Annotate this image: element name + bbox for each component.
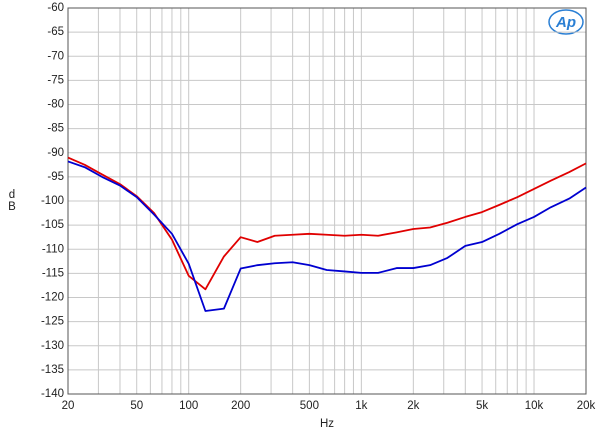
y-tick-label: -125 xyxy=(41,316,64,328)
x-tick-label: 5k xyxy=(476,400,488,412)
y-tick-label: -115 xyxy=(42,267,64,279)
logo-ring xyxy=(548,9,584,35)
x-tick-label: 1k xyxy=(355,400,367,412)
y-tick-label: -110 xyxy=(42,243,64,255)
y-tick-label: -105 xyxy=(41,219,64,231)
y-tick-label: -85 xyxy=(47,123,64,135)
data-line xyxy=(67,160,587,312)
y-tick-label: -60 xyxy=(47,2,64,14)
x-tick-label: 20 xyxy=(62,400,75,412)
y-tick-label: -100 xyxy=(41,195,64,207)
y-tick-label: -75 xyxy=(47,74,64,86)
x-tick-label: 100 xyxy=(179,400,198,412)
data-line xyxy=(67,156,587,291)
y-tick-label: -90 xyxy=(47,147,64,159)
logo: Ap xyxy=(555,14,576,31)
y-tick-label: -95 xyxy=(47,171,64,183)
y-tick-label: -135 xyxy=(41,364,64,376)
plot-frame xyxy=(67,7,587,395)
x-tick-label: 500 xyxy=(300,400,319,412)
x-tick-label: 20k xyxy=(577,400,596,412)
x-tick-label: 2k xyxy=(407,400,419,412)
y-tick-label: -130 xyxy=(41,340,64,352)
x-tick-label: 50 xyxy=(130,400,143,412)
y-tick-label: -80 xyxy=(47,99,64,111)
x-tick-label: 10k xyxy=(525,400,544,412)
x-tick-label: 200 xyxy=(231,400,250,412)
y-tick-label: -120 xyxy=(41,292,64,304)
y-tick-label: -140 xyxy=(41,388,64,400)
y-tick-label: -70 xyxy=(47,50,64,62)
y-axis-label: dB xyxy=(6,189,18,213)
x-axis-label: Hz xyxy=(320,418,334,430)
y-tick-label: -65 xyxy=(47,26,64,38)
